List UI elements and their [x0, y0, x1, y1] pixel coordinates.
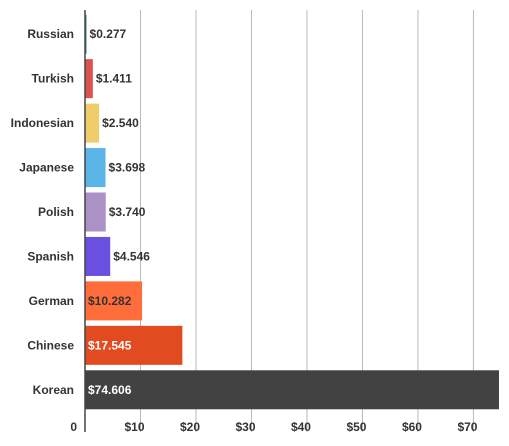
bar [85, 236, 111, 276]
x-tick-label: 0 [70, 420, 77, 434]
bar [85, 370, 499, 410]
category-label: Korean [33, 383, 74, 397]
x-tick-label: $30 [235, 420, 255, 434]
x-tick-label: $20 [180, 420, 200, 434]
category-label: Spanish [27, 249, 74, 263]
bar [85, 281, 143, 321]
data-label: $3.698 [109, 161, 146, 175]
data-label: $2.540 [102, 116, 139, 130]
x-tick-label: $50 [346, 420, 366, 434]
x-tick-label: $60 [402, 420, 422, 434]
bar [85, 103, 100, 143]
x-tick-label: $10 [124, 420, 144, 434]
category-label: Indonesian [11, 116, 74, 130]
category-label: Russian [27, 27, 74, 41]
bar [85, 192, 106, 232]
category-label: Japanese [19, 161, 74, 175]
bar [85, 325, 183, 365]
bar [85, 59, 93, 99]
category-label: Turkish [32, 72, 74, 86]
category-label: German [29, 294, 74, 308]
data-label: $3.740 [109, 205, 146, 219]
data-label: $74.606 [88, 383, 132, 397]
data-label: $17.545 [88, 338, 132, 352]
bar [85, 14, 87, 54]
category-label: Chinese [27, 338, 74, 352]
data-label: $4.546 [113, 249, 150, 263]
data-label: $1.411 [96, 72, 132, 86]
x-tick-label: $70 [457, 420, 477, 434]
x-tick-label: $40 [291, 420, 311, 434]
bar [85, 148, 106, 188]
data-label: $10.282 [88, 294, 132, 308]
data-label: $0.277 [90, 27, 127, 41]
category-label: Polish [38, 205, 74, 219]
